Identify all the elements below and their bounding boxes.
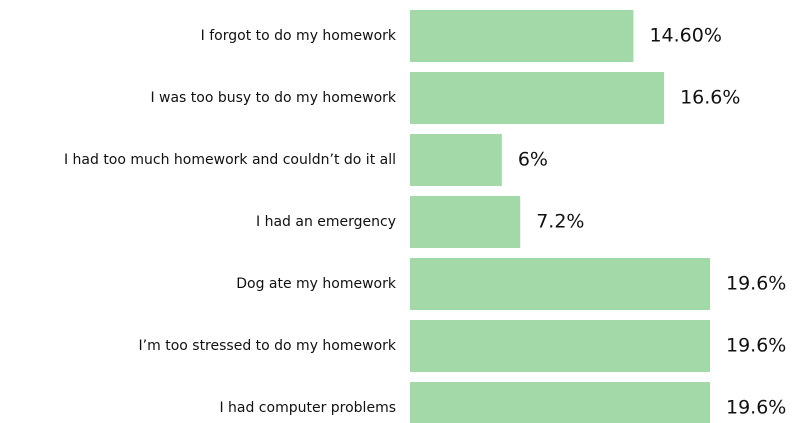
- value-label: 19.6%: [726, 273, 786, 295]
- category-label: I had an emergency: [256, 214, 396, 230]
- bar: [410, 10, 634, 62]
- category-label: I’m too stressed to do my homework: [139, 338, 397, 354]
- category-label: Dog ate my homework: [236, 276, 397, 292]
- bar: [410, 320, 710, 372]
- value-label: 19.6%: [726, 335, 786, 357]
- category-label: I had too much homework and couldn’t do …: [64, 152, 396, 168]
- category-label: I forgot to do my homework: [201, 28, 397, 44]
- bar: [410, 382, 710, 423]
- value-label: 16.6%: [680, 87, 740, 109]
- bar: [410, 258, 710, 310]
- category-label: I had computer problems: [219, 400, 396, 416]
- bar: [410, 196, 521, 248]
- bar: [410, 134, 502, 186]
- value-label: 19.6%: [726, 397, 786, 419]
- category-label: I was too busy to do my homework: [150, 90, 396, 106]
- value-label: 14.60%: [649, 25, 721, 47]
- bar: [410, 72, 665, 124]
- value-label: 6%: [518, 149, 548, 171]
- value-label: 7.2%: [536, 211, 584, 233]
